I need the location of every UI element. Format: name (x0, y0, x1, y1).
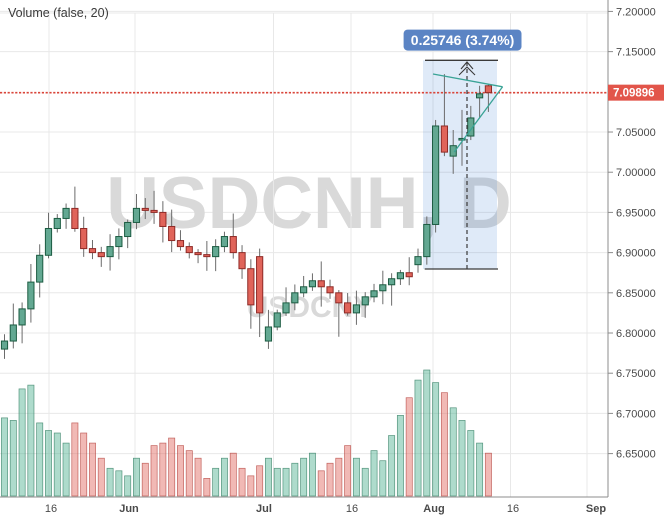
svg-text:7.00000: 7.00000 (616, 167, 656, 179)
svg-text:6.80000: 6.80000 (616, 328, 656, 340)
svg-text:7.20000: 7.20000 (616, 6, 656, 18)
svg-text:6.75000: 6.75000 (616, 368, 656, 380)
svg-text:Jul: Jul (256, 503, 272, 515)
svg-text:Sep: Sep (586, 503, 606, 515)
svg-text:7.05000: 7.05000 (616, 127, 656, 139)
svg-text:6.90000: 6.90000 (616, 248, 656, 260)
svg-text:Volume (false, 20): Volume (false, 20) (8, 6, 109, 20)
svg-text:16: 16 (346, 503, 358, 515)
svg-text:0.25746 (3.74%): 0.25746 (3.74%) (411, 32, 515, 48)
svg-text:6.95000: 6.95000 (616, 207, 656, 219)
svg-text:6.70000: 6.70000 (616, 408, 656, 420)
svg-text:6.85000: 6.85000 (616, 288, 656, 300)
svg-text:6.65000: 6.65000 (616, 449, 656, 461)
svg-text:16: 16 (45, 503, 57, 515)
svg-text:7.15000: 7.15000 (616, 47, 656, 59)
svg-text:16: 16 (507, 503, 519, 515)
svg-text:7.09896: 7.09896 (613, 88, 655, 100)
svg-text:Aug: Aug (423, 503, 444, 515)
svg-text:Jun: Jun (119, 503, 139, 515)
